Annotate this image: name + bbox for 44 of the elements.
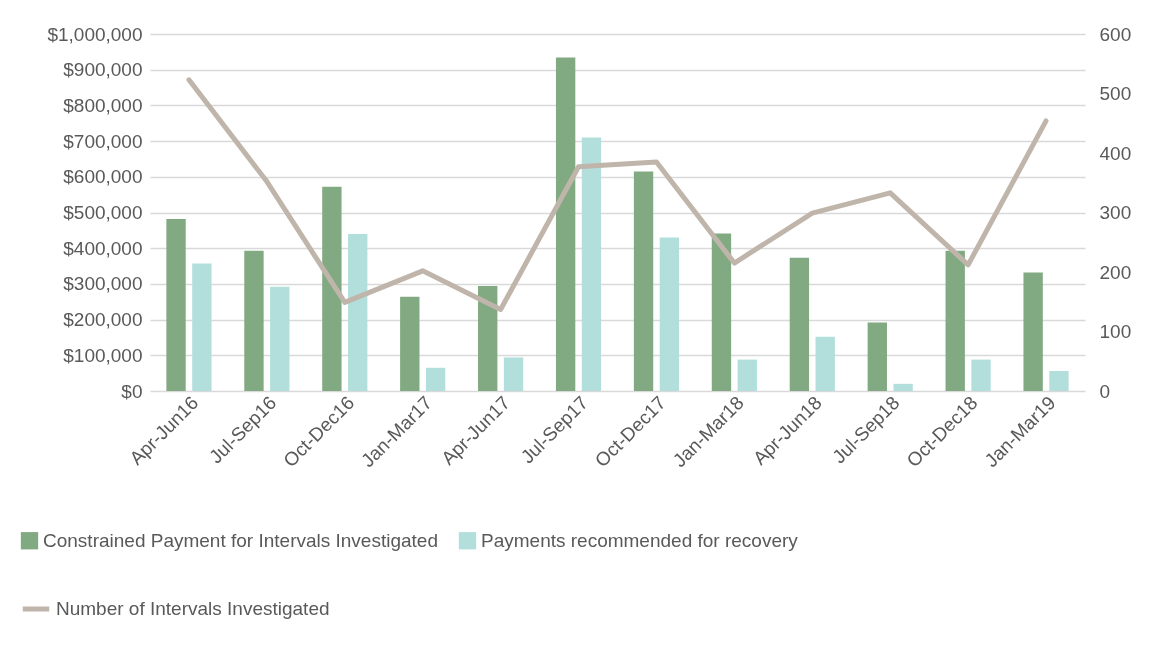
y2-tick-label: 600: [1099, 23, 1132, 45]
bar: [1023, 272, 1043, 391]
bar: [478, 286, 498, 391]
legend-label: Payments recommended for recovery: [481, 529, 799, 551]
bar: [270, 286, 290, 391]
bar: [348, 233, 368, 391]
bar: [192, 263, 212, 391]
bar: [867, 322, 887, 391]
y2-tick-label: 400: [1099, 142, 1132, 164]
y-tick-label: $800,000: [63, 94, 143, 116]
bar: [945, 250, 965, 391]
y-tick-label: $200,000: [63, 309, 143, 331]
bar: [322, 186, 342, 391]
bar: [815, 336, 835, 391]
legend-label: Constrained Payment for Intervals Investigated: [43, 529, 438, 551]
bar: [555, 57, 576, 391]
bar: [971, 359, 991, 391]
y2-tick-label: 100: [1099, 321, 1132, 342]
bar: [711, 233, 732, 391]
bar: [737, 359, 757, 391]
y-tick-label: $500,000: [63, 202, 143, 223]
y-tick-label: $1,000,000: [47, 23, 143, 45]
y-tick-label: $600,000: [63, 166, 143, 188]
bar: [166, 218, 186, 391]
y-tick-label: $100,000: [63, 344, 143, 366]
legend-label: Number of Intervals Investigated: [56, 598, 330, 619]
y2-tick-label: 200: [1099, 261, 1132, 283]
bar: [893, 383, 913, 391]
y-tick-label: $300,000: [63, 273, 143, 295]
bar: [789, 257, 810, 391]
y2-tick-label: 500: [1099, 83, 1132, 104]
bar: [581, 137, 602, 391]
bar: [633, 171, 654, 391]
y-tick-label: $400,000: [63, 237, 143, 259]
bar: [425, 367, 446, 391]
y2-tick-label: 0: [1099, 380, 1111, 402]
bar: [1049, 371, 1069, 391]
bar: [659, 237, 680, 391]
bar: [400, 296, 420, 391]
y2-tick-label: 300: [1099, 202, 1132, 223]
y-tick-label: $700,000: [63, 130, 143, 152]
bar: [244, 250, 264, 391]
y-tick-label: $900,000: [63, 59, 143, 81]
bar: [503, 357, 524, 391]
